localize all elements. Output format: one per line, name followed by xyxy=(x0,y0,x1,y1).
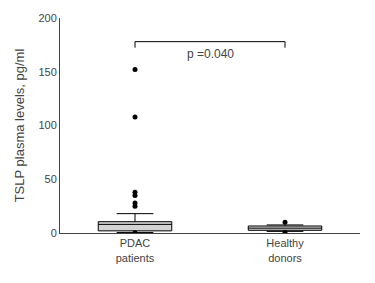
svg-text:100: 100 xyxy=(38,119,56,131)
svg-text:TSLP plasma levels, pg/ml: TSLP plasma levels, pg/ml xyxy=(12,49,27,203)
svg-text:PDACpatients: PDACpatients xyxy=(116,237,155,263)
svg-text:p =0.040: p =0.040 xyxy=(187,47,234,61)
svg-text:50: 50 xyxy=(45,173,57,185)
svg-text:0: 0 xyxy=(51,227,57,239)
svg-text:Healthydonors: Healthydonors xyxy=(266,237,304,263)
svg-text:200: 200 xyxy=(38,12,56,24)
svg-text:150: 150 xyxy=(38,66,56,78)
